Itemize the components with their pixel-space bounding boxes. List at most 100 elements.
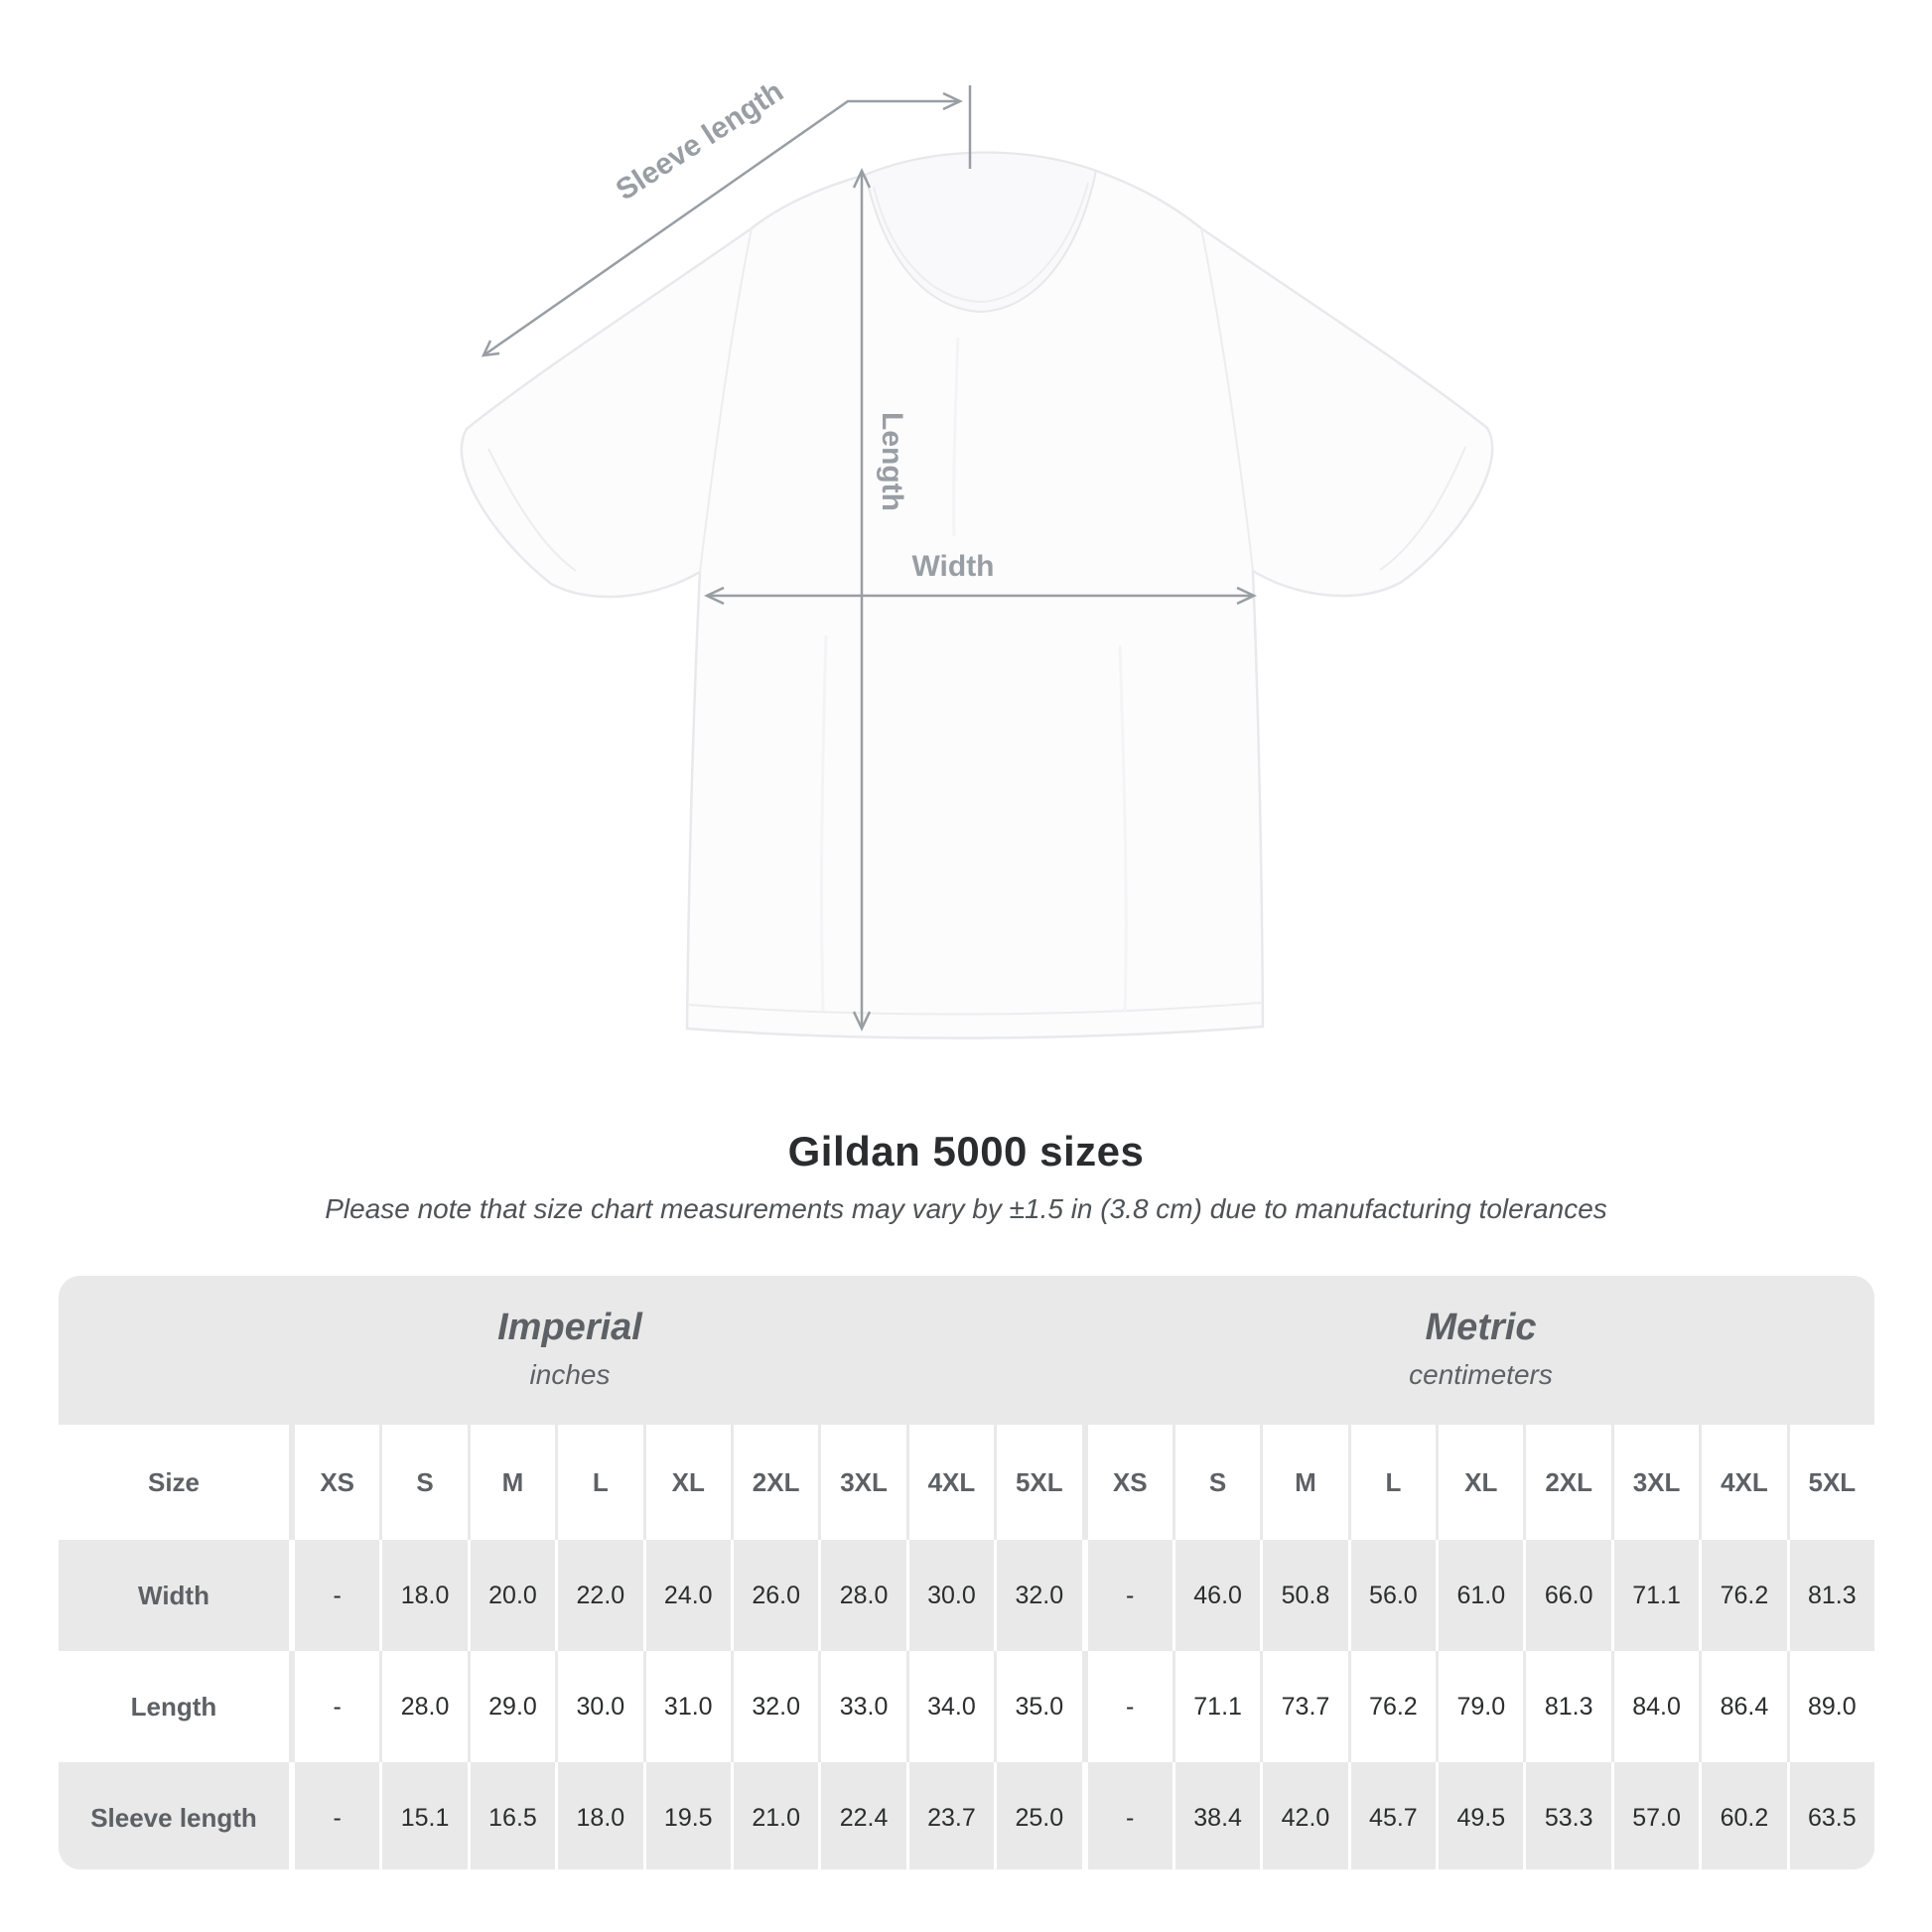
size-header-cell: L bbox=[558, 1425, 643, 1540]
table-cell: 60.2 bbox=[1702, 1762, 1787, 1869]
table-cell: 73.7 bbox=[1263, 1651, 1348, 1762]
table-cell: 57.0 bbox=[1613, 1762, 1700, 1869]
size-header-cell: M bbox=[1263, 1425, 1348, 1540]
table-cell: 33.0 bbox=[821, 1651, 906, 1762]
table-row-width: Width - 18.0 20.0 22.0 24.0 26.0 28.0 30… bbox=[59, 1540, 1874, 1651]
size-header-cell: XL bbox=[645, 1425, 731, 1540]
size-header-cell: 4XL bbox=[1702, 1425, 1787, 1540]
table-cell: 89.0 bbox=[1789, 1651, 1874, 1762]
row-label: Sleeve length bbox=[59, 1762, 289, 1869]
size-header-cell: L bbox=[1350, 1425, 1437, 1540]
size-header-cell: 2XL bbox=[733, 1425, 819, 1540]
tolerance-note: Please note that size chart measurements… bbox=[325, 1193, 1607, 1224]
size-table: Imperial inches Metric centimeters Size … bbox=[59, 1276, 1874, 1869]
size-header-cell: 5XL bbox=[997, 1425, 1082, 1540]
table-cell: 49.5 bbox=[1439, 1762, 1524, 1869]
table-cell: 25.0 bbox=[997, 1762, 1082, 1869]
table-cell: - bbox=[295, 1651, 380, 1762]
table-cell: 19.5 bbox=[645, 1762, 731, 1869]
table-cell: 71.1 bbox=[1174, 1651, 1261, 1762]
table-cell: 45.7 bbox=[1350, 1762, 1437, 1869]
table-cell: - bbox=[295, 1762, 380, 1869]
table-cell: 15.1 bbox=[382, 1762, 468, 1869]
table-cell: 53.3 bbox=[1526, 1762, 1611, 1869]
table-cell: 28.0 bbox=[382, 1651, 468, 1762]
table-cell: 24.0 bbox=[645, 1540, 731, 1651]
table-cell: 79.0 bbox=[1439, 1651, 1524, 1762]
table-cell: 29.0 bbox=[470, 1651, 556, 1762]
table-cell: 30.0 bbox=[558, 1651, 643, 1762]
size-header-cell: 5XL bbox=[1789, 1425, 1874, 1540]
tshirt-seams bbox=[487, 227, 1466, 1016]
table-cell: 20.0 bbox=[470, 1540, 556, 1651]
tshirt-collar bbox=[864, 151, 1098, 314]
size-column-header: Size bbox=[59, 1425, 289, 1540]
table-row-length: Length - 28.0 29.0 30.0 31.0 32.0 33.0 3… bbox=[59, 1651, 1874, 1762]
tshirt-folds bbox=[820, 337, 1128, 1014]
metric-unit: centimeters bbox=[1409, 1358, 1553, 1390]
sleeve-length-label: Sleeve length bbox=[611, 75, 789, 207]
imperial-unit: inches bbox=[529, 1358, 611, 1390]
imperial-title: Imperial bbox=[497, 1306, 642, 1348]
title-block: Gildan 5000 sizes Please note that size … bbox=[0, 1128, 1932, 1225]
table-cell: 84.0 bbox=[1613, 1651, 1700, 1762]
table-cell: - bbox=[1087, 1762, 1173, 1869]
table-cell: 18.0 bbox=[558, 1762, 643, 1869]
table-cell: 56.0 bbox=[1350, 1540, 1437, 1651]
table-cell: 32.0 bbox=[997, 1540, 1082, 1651]
table-cell: 23.7 bbox=[908, 1762, 995, 1869]
tshirt-collar-stitch bbox=[873, 182, 1089, 304]
tshirt-diagram-svg: Sleeve length Length Width bbox=[460, 75, 1494, 1039]
imperial-header: Imperial inches bbox=[59, 1276, 1081, 1421]
table-cell: 21.0 bbox=[733, 1762, 819, 1869]
metric-header: Metric centimeters bbox=[1087, 1276, 1874, 1421]
row-label: Length bbox=[59, 1651, 289, 1762]
table-cell: 22.4 bbox=[821, 1762, 906, 1869]
table-cell: 34.0 bbox=[908, 1651, 995, 1762]
page-title: Gildan 5000 sizes bbox=[787, 1128, 1145, 1174]
tshirt-measurement-diagram: Sleeve length Length Width bbox=[460, 75, 1494, 1039]
size-header-cell: 3XL bbox=[1613, 1425, 1700, 1540]
length-label: Length bbox=[876, 412, 908, 511]
table-cell: - bbox=[1087, 1540, 1173, 1651]
size-header-cell: XL bbox=[1439, 1425, 1524, 1540]
table-cell: 30.0 bbox=[908, 1540, 995, 1651]
size-header-cell: S bbox=[382, 1425, 468, 1540]
table-cell: 71.1 bbox=[1613, 1540, 1700, 1651]
table-cell: 26.0 bbox=[733, 1540, 819, 1651]
size-header-cell: S bbox=[1174, 1425, 1261, 1540]
table-cell: 32.0 bbox=[733, 1651, 819, 1762]
table-cell: - bbox=[1087, 1651, 1173, 1762]
size-header-cell: 4XL bbox=[908, 1425, 995, 1540]
table-cell: 22.0 bbox=[558, 1540, 643, 1651]
table-cell: 35.0 bbox=[997, 1651, 1082, 1762]
table-cell: 42.0 bbox=[1263, 1762, 1348, 1869]
table-cell: 81.3 bbox=[1526, 1651, 1611, 1762]
table-cell: 28.0 bbox=[821, 1540, 906, 1651]
table-cell: 31.0 bbox=[645, 1651, 731, 1762]
size-header-cell: XS bbox=[1087, 1425, 1173, 1540]
size-header-cell: XS bbox=[295, 1425, 380, 1540]
table-cell: 61.0 bbox=[1439, 1540, 1524, 1651]
size-header-row: Size XS S M L XL 2XL 3XL 4XL 5XL XS S M … bbox=[59, 1421, 1874, 1540]
row-label: Width bbox=[59, 1540, 289, 1651]
metric-title: Metric bbox=[1425, 1306, 1537, 1348]
table-cell: 18.0 bbox=[382, 1540, 468, 1651]
table-row-sleeve-length: Sleeve length - 15.1 16.5 18.0 19.5 21.0… bbox=[59, 1762, 1874, 1869]
table-cell: 63.5 bbox=[1789, 1762, 1874, 1869]
table-cell: 86.4 bbox=[1702, 1651, 1787, 1762]
measurement-lines bbox=[481, 85, 1257, 1032]
table-cell: 38.4 bbox=[1174, 1762, 1261, 1869]
table-cell: 76.2 bbox=[1350, 1651, 1437, 1762]
table-cell: 46.0 bbox=[1174, 1540, 1261, 1651]
table-cell: 16.5 bbox=[470, 1762, 556, 1869]
size-header-cell: 2XL bbox=[1526, 1425, 1611, 1540]
unit-header-band: Imperial inches Metric centimeters bbox=[59, 1276, 1874, 1421]
table-cell: 66.0 bbox=[1526, 1540, 1611, 1651]
table-cell: 76.2 bbox=[1702, 1540, 1787, 1651]
table-cell: 50.8 bbox=[1263, 1540, 1348, 1651]
width-label: Width bbox=[911, 550, 994, 583]
table-cell: 81.3 bbox=[1789, 1540, 1874, 1651]
size-header-cell: M bbox=[470, 1425, 556, 1540]
